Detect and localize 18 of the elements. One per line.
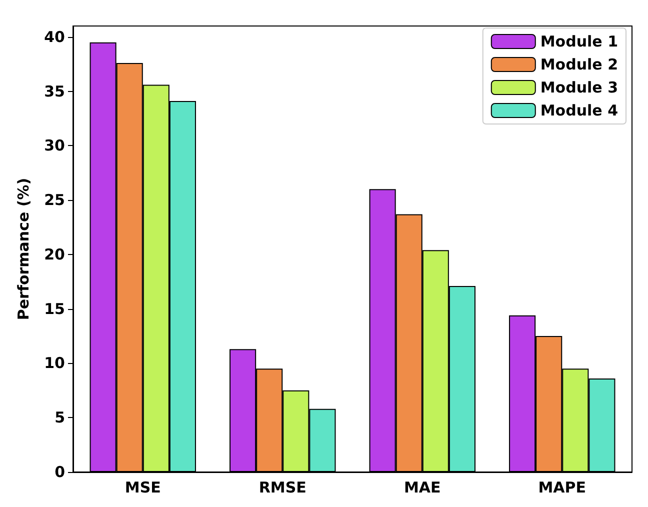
y-tick-label: 40 — [44, 28, 65, 46]
y-tick-label: 0 — [54, 463, 65, 481]
y-tick-label: 30 — [44, 136, 65, 155]
y-tick-label: 25 — [44, 191, 65, 210]
legend-label: Module 1 — [540, 32, 618, 50]
y-tick-label: 20 — [44, 245, 65, 264]
legend-label: Module 4 — [540, 102, 618, 120]
x-tick-label: MAE — [404, 478, 441, 496]
y-tick-label: 5 — [54, 408, 65, 427]
legend-label: Module 3 — [540, 78, 618, 96]
x-tick-label: RMSE — [258, 478, 306, 496]
y-tick-label: 35 — [44, 82, 65, 100]
x-tick-label: MSE — [124, 478, 161, 496]
y-axis-title: Performance (%) — [14, 178, 32, 320]
y-tick-label: 15 — [44, 300, 65, 318]
y-tick-label: 10 — [44, 354, 65, 372]
legend-label: Module 2 — [540, 56, 618, 74]
x-tick-label: MAPE — [538, 478, 586, 496]
